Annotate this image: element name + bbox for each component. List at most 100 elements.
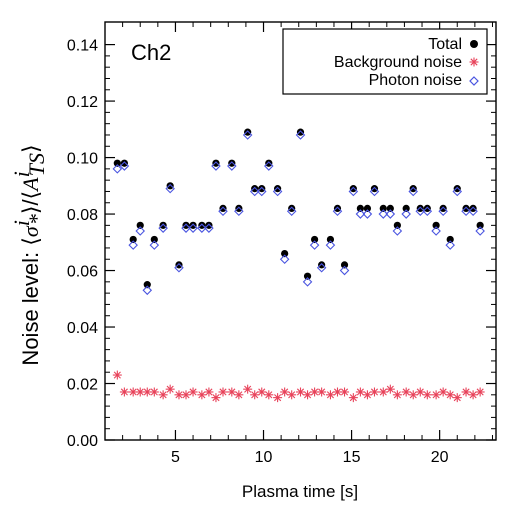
background-noise-point <box>385 384 395 394</box>
y-tick-label: 0.10 <box>67 151 98 168</box>
photon-noise-point <box>112 164 123 174</box>
background-noise-point <box>392 390 402 400</box>
plot-frame <box>104 21 497 441</box>
total-point <box>469 204 477 213</box>
background-noise-point <box>422 390 432 400</box>
photon-noise-point <box>475 226 485 236</box>
total-point <box>143 281 151 289</box>
background-noise-point <box>362 390 372 400</box>
total-point <box>136 221 144 229</box>
photon-noise-point <box>325 240 336 250</box>
photon-noise-point <box>445 240 455 250</box>
total-point <box>120 159 128 167</box>
photon-noise-point <box>461 206 471 217</box>
photon-noise-point <box>302 277 313 287</box>
total-point <box>182 221 190 229</box>
background-noise-point <box>165 384 175 394</box>
legend-label-photon: Photon noise <box>369 72 463 89</box>
photon-noise-point <box>204 223 214 233</box>
total-point <box>439 204 447 213</box>
total-point <box>310 235 319 244</box>
y-axis-label: Noise level: ⟨σi*⟩/⟨AiTS⟩ <box>9 144 49 365</box>
total-point <box>423 204 431 213</box>
total-point <box>219 204 227 213</box>
photon-noise-point <box>234 206 244 217</box>
photon-noise-point <box>369 186 380 197</box>
legend: Total Background noise Photon noise <box>282 28 488 95</box>
photon-noise-point <box>348 186 359 197</box>
total-point <box>326 235 335 244</box>
x-tick-labels: 5 10 15 20 <box>171 449 449 466</box>
total-point <box>159 221 167 229</box>
photon-noise-point <box>362 209 373 219</box>
total-point <box>189 221 197 229</box>
background-noise-point <box>287 390 297 400</box>
total-point <box>416 204 424 213</box>
background-noise-point <box>452 393 462 403</box>
photon-noise-point <box>316 262 327 273</box>
background-noise-point <box>158 390 168 400</box>
x-axis-label: Plasma time [s] <box>242 482 358 501</box>
background-noise-point <box>243 384 253 394</box>
background-noise-point <box>348 393 358 403</box>
photon-noise-point <box>431 226 441 236</box>
photon-noise-point <box>135 226 146 236</box>
background-noise-point <box>181 390 191 400</box>
total-point <box>113 159 121 167</box>
total-point <box>212 159 220 167</box>
background-noise-point <box>468 390 478 400</box>
photon-noise-point <box>332 206 343 217</box>
background-noise-point <box>211 393 221 403</box>
photon-noise-point <box>158 223 168 233</box>
total-point <box>235 204 243 213</box>
data-marks <box>112 128 485 403</box>
x-tick-label: 5 <box>171 449 180 466</box>
total-point <box>432 221 440 229</box>
photon-noise-point <box>385 209 396 219</box>
background-noise-point <box>475 387 485 397</box>
background-noise-point <box>461 387 471 397</box>
photon-noise-point <box>392 226 403 236</box>
y-tick-label: 0.14 <box>67 38 98 55</box>
svg-text:Noise level: ⟨σi*⟩/⟨AiTS⟩: Noise level: ⟨σi*⟩/⟨AiTS⟩ <box>9 144 49 365</box>
total-point <box>166 182 174 190</box>
total-point <box>476 221 484 229</box>
photon-noise-point <box>142 285 153 296</box>
total-point <box>288 204 296 213</box>
background-noise-point <box>431 390 441 400</box>
background-noise-point <box>197 390 207 400</box>
total-point <box>462 204 470 213</box>
total-point <box>228 159 236 167</box>
photon-noise-point <box>256 186 267 197</box>
y-tick-label: 0.12 <box>67 94 98 111</box>
legend-label-total: Total <box>428 36 462 53</box>
background-noise-point <box>325 390 335 400</box>
photon-noise-point <box>422 206 433 217</box>
legend-marker-photon <box>469 76 479 86</box>
total-point <box>356 204 364 213</box>
background-noise-point <box>355 387 365 397</box>
total-point <box>281 249 289 258</box>
photon-noise-point <box>165 183 175 194</box>
background-noise-point <box>188 387 198 397</box>
background-noise-point <box>257 387 267 397</box>
total-point <box>265 159 273 167</box>
photon-noise-point <box>401 209 411 219</box>
x-tick-label: 15 <box>343 449 361 466</box>
photon-noise-point <box>119 161 130 171</box>
total-point <box>453 185 461 193</box>
background-noise-point <box>112 370 122 380</box>
axis-ticks <box>105 22 496 441</box>
background-noise-point <box>280 387 290 397</box>
photon-noise-point <box>408 186 418 197</box>
total-point <box>409 185 417 193</box>
legend-asterisk <box>469 57 479 67</box>
photon-noise-point <box>149 240 160 250</box>
y-axis-label-num-sub: * <box>24 214 49 225</box>
total-point <box>251 185 259 193</box>
background-noise-point <box>227 387 237 397</box>
panel-label: Ch2 <box>131 40 171 65</box>
total-point <box>318 261 326 269</box>
photon-noise-point <box>415 206 426 217</box>
total-point <box>258 185 266 193</box>
